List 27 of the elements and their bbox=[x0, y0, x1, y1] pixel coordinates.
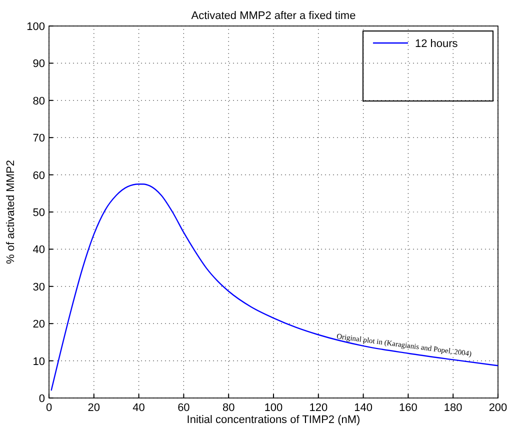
x-tick-label: 100 bbox=[264, 402, 283, 414]
x-axis-title: Initial concentrations of TIMP2 (nM) bbox=[186, 414, 360, 426]
x-tick-label: 140 bbox=[354, 402, 372, 414]
y-tick-label: 100 bbox=[26, 21, 45, 33]
x-tick-label: 0 bbox=[46, 402, 52, 414]
x-tick-label: 80 bbox=[222, 402, 235, 414]
x-tick-label: 180 bbox=[444, 402, 462, 414]
chart-title: Activated MMP2 after a fixed time bbox=[191, 10, 356, 22]
y-tick-label: 80 bbox=[32, 95, 45, 108]
y-tick-label: 70 bbox=[32, 132, 45, 145]
y-tick-label: 60 bbox=[32, 170, 45, 182]
x-tick-label: 20 bbox=[88, 402, 100, 414]
y-axis-title: % of activated MMP2 bbox=[5, 160, 17, 264]
x-tick-label: 120 bbox=[309, 402, 328, 414]
line-series bbox=[50, 184, 499, 392]
x-tick-label: 160 bbox=[399, 402, 418, 414]
y-tick-label: 20 bbox=[32, 318, 45, 331]
x-tick-label: 200 bbox=[488, 402, 508, 414]
y-tick-label: 50 bbox=[32, 207, 45, 219]
y-tick-label: 30 bbox=[32, 281, 45, 294]
x-tick-label: 40 bbox=[132, 402, 145, 414]
y-tick-label: 40 bbox=[32, 244, 45, 256]
y-tick-label: 0 bbox=[38, 393, 45, 405]
x-tick-label: 60 bbox=[178, 402, 190, 414]
y-tick-label: 10 bbox=[32, 356, 45, 368]
legend-label: 12 hours bbox=[415, 38, 458, 50]
y-tick-label: 90 bbox=[32, 58, 45, 70]
